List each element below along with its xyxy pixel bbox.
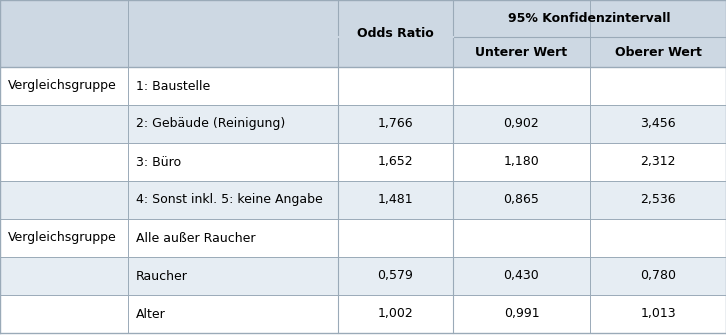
Text: 0,430: 0,430 <box>504 269 539 282</box>
Bar <box>128 67 338 105</box>
Bar <box>453 0 726 37</box>
Bar <box>0 257 128 295</box>
Bar <box>338 295 453 333</box>
Text: 0,902: 0,902 <box>504 118 539 131</box>
Bar <box>128 105 338 143</box>
Text: 1: Baustelle: 1: Baustelle <box>136 79 211 92</box>
Text: Raucher: Raucher <box>136 269 188 282</box>
Bar <box>128 219 338 257</box>
Text: 1,180: 1,180 <box>504 155 539 169</box>
Text: 3,456: 3,456 <box>640 118 676 131</box>
Text: Unterer Wert: Unterer Wert <box>476 46 568 59</box>
Text: Vergleichsgruppe: Vergleichsgruppe <box>8 79 117 92</box>
Bar <box>0 37 338 67</box>
Bar <box>0 143 128 181</box>
Text: 0,780: 0,780 <box>640 269 676 282</box>
Bar <box>453 143 590 181</box>
Text: 4: Sonst inkl. 5: keine Angabe: 4: Sonst inkl. 5: keine Angabe <box>136 194 323 206</box>
Bar <box>0 295 128 333</box>
Bar <box>453 295 590 333</box>
Bar <box>453 67 590 105</box>
Bar <box>128 181 338 219</box>
Text: 1,766: 1,766 <box>378 118 413 131</box>
Text: Alle außer Raucher: Alle außer Raucher <box>136 231 256 245</box>
Bar <box>590 67 726 105</box>
Text: 1,652: 1,652 <box>378 155 413 169</box>
Bar <box>128 143 338 181</box>
Bar <box>338 67 453 105</box>
Text: 1,013: 1,013 <box>640 308 676 321</box>
Bar <box>338 0 453 67</box>
Bar <box>338 143 453 181</box>
Text: 2,312: 2,312 <box>640 155 676 169</box>
Bar <box>338 105 453 143</box>
Text: 0,991: 0,991 <box>504 308 539 321</box>
Text: Vergleichsgruppe: Vergleichsgruppe <box>8 231 117 245</box>
Bar <box>590 181 726 219</box>
Bar <box>0 105 128 143</box>
Bar <box>128 295 338 333</box>
Bar <box>128 257 338 295</box>
Bar <box>338 181 453 219</box>
Text: 0,579: 0,579 <box>378 269 413 282</box>
Bar <box>338 219 453 257</box>
Text: 1,481: 1,481 <box>378 194 413 206</box>
Text: 2: Gebäude (Reinigung): 2: Gebäude (Reinigung) <box>136 118 285 131</box>
Text: Odds Ratio: Odds Ratio <box>357 27 434 40</box>
Text: 95% Konfidenzintervall: 95% Konfidenzintervall <box>508 12 671 25</box>
Bar <box>590 257 726 295</box>
Text: Alter: Alter <box>136 308 166 321</box>
Text: 1,002: 1,002 <box>378 308 413 321</box>
Bar <box>590 105 726 143</box>
Text: 3: Büro: 3: Büro <box>136 155 181 169</box>
Bar <box>0 67 128 105</box>
Bar <box>453 181 590 219</box>
Bar <box>453 37 590 67</box>
Bar <box>590 295 726 333</box>
Text: 2,536: 2,536 <box>640 194 676 206</box>
Bar <box>453 105 590 143</box>
Bar <box>0 181 128 219</box>
Bar <box>590 219 726 257</box>
Text: 0,865: 0,865 <box>504 194 539 206</box>
Bar <box>453 219 590 257</box>
Text: Oberer Wert: Oberer Wert <box>615 46 701 59</box>
Bar <box>0 0 338 37</box>
Bar <box>590 37 726 67</box>
Bar <box>590 143 726 181</box>
Bar <box>338 257 453 295</box>
Bar <box>0 219 128 257</box>
Bar <box>453 257 590 295</box>
Bar <box>338 37 453 67</box>
